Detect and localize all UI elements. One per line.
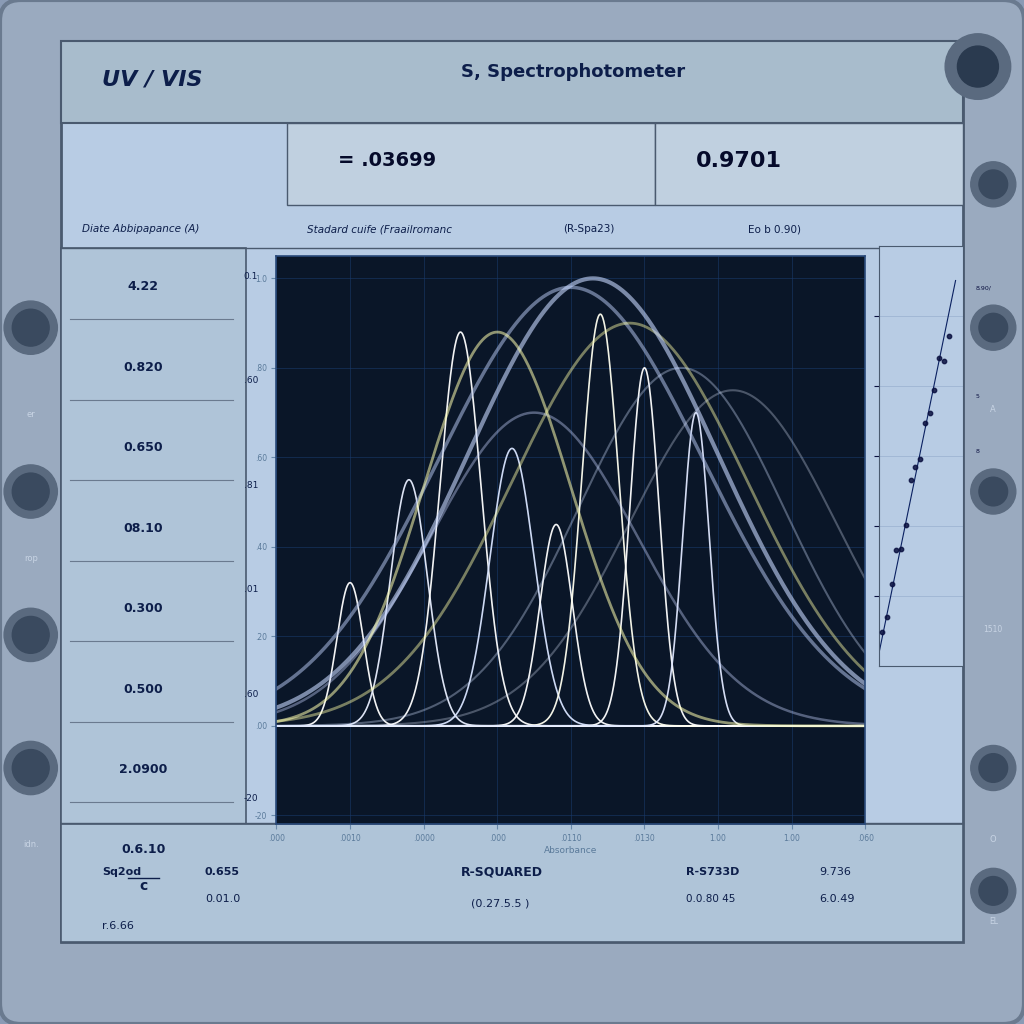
Point	[916, 416, 933, 432]
Text: Stadard cuife (Fraailromanc: Stadard cuife (Fraailromanc	[307, 224, 453, 234]
Bar	[655, 123, 963, 205]
Text: -20: -20	[244, 795, 258, 803]
Point	[884, 575, 900, 592]
Text: 0.1: 0.1	[244, 272, 258, 281]
X-axis label: Absorbance: Absorbance	[544, 846, 598, 855]
Text: 5: 5	[975, 394, 979, 399]
Circle shape	[979, 170, 1008, 199]
Circle shape	[971, 868, 1016, 913]
Text: 0.6.10: 0.6.10	[121, 844, 166, 856]
Point	[912, 451, 929, 467]
Text: 8: 8	[975, 449, 979, 454]
Text: R-SQUARED: R-SQUARED	[461, 866, 543, 879]
Circle shape	[971, 469, 1016, 514]
Circle shape	[971, 305, 1016, 350]
Circle shape	[12, 309, 49, 346]
Point	[898, 517, 914, 534]
Point	[893, 541, 909, 557]
Point	[931, 349, 947, 366]
Text: 0.9701: 0.9701	[696, 151, 782, 171]
Text: r.6.66: r.6.66	[102, 921, 134, 931]
Text: 0.0.80 45: 0.0.80 45	[686, 894, 735, 904]
Bar	[61, 41, 963, 942]
Text: 9.736: 9.736	[819, 867, 851, 878]
Text: = .03699: = .03699	[338, 152, 436, 170]
Text: .01: .01	[244, 586, 258, 594]
Text: Eo b 0.90): Eo b 0.90)	[748, 224, 801, 234]
Text: rop: rop	[24, 554, 38, 562]
Text: 4.22: 4.22	[128, 281, 159, 293]
Circle shape	[12, 616, 49, 653]
Circle shape	[979, 754, 1008, 782]
Point	[907, 459, 924, 475]
Text: 6.0.49: 6.0.49	[819, 894, 855, 904]
Circle shape	[979, 877, 1008, 905]
Circle shape	[4, 465, 57, 518]
Text: 0.300: 0.300	[124, 602, 163, 615]
Point	[926, 381, 942, 397]
Circle shape	[971, 162, 1016, 207]
Bar	[61, 248, 246, 901]
Text: S, Spectrophotometer: S, Spectrophotometer	[461, 62, 685, 81]
Text: .81: .81	[244, 481, 258, 489]
Text: (0.27.5.5 ): (0.27.5.5 )	[471, 898, 529, 908]
Text: 0.01.0: 0.01.0	[205, 894, 240, 904]
Circle shape	[4, 301, 57, 354]
Text: UV / VIS: UV / VIS	[102, 70, 203, 90]
Text: 2.0900: 2.0900	[119, 763, 168, 776]
Text: (R-Spa23): (R-Spa23)	[563, 224, 614, 234]
Text: 1510: 1510	[984, 626, 1002, 634]
Circle shape	[971, 745, 1016, 791]
Point	[940, 328, 956, 344]
Text: 08.10: 08.10	[124, 521, 163, 535]
Point	[879, 608, 895, 625]
Circle shape	[12, 473, 49, 510]
Point	[873, 624, 890, 640]
Text: 0.500: 0.500	[124, 683, 163, 695]
Bar	[61, 41, 963, 123]
Point	[902, 472, 919, 488]
Text: R-S733D: R-S733D	[686, 867, 739, 878]
Circle shape	[4, 741, 57, 795]
Text: er: er	[27, 411, 35, 419]
Text: O: O	[990, 836, 996, 844]
Text: 8.90/: 8.90/	[975, 286, 991, 290]
Bar	[287, 123, 655, 205]
Circle shape	[979, 313, 1008, 342]
Text: 0.655: 0.655	[205, 867, 240, 878]
Circle shape	[945, 34, 1011, 99]
Circle shape	[4, 608, 57, 662]
Point	[888, 542, 904, 558]
Circle shape	[979, 477, 1008, 506]
Point	[936, 353, 952, 370]
Text: A: A	[990, 406, 996, 414]
Text: .60: .60	[244, 377, 258, 385]
Text: c: c	[139, 879, 147, 893]
Circle shape	[957, 46, 998, 87]
Text: Diate Abbipapance (A): Diate Abbipapance (A)	[82, 224, 200, 234]
Text: 0.650: 0.650	[124, 441, 163, 454]
Text: .60: .60	[244, 690, 258, 698]
Circle shape	[12, 750, 49, 786]
Point	[922, 404, 938, 421]
Text: Sq2od: Sq2od	[102, 867, 141, 878]
Text: 0.820: 0.820	[124, 360, 163, 374]
Text: EL: EL	[989, 918, 997, 926]
Bar	[61, 824, 963, 942]
Text: idn.: idn.	[23, 841, 39, 849]
